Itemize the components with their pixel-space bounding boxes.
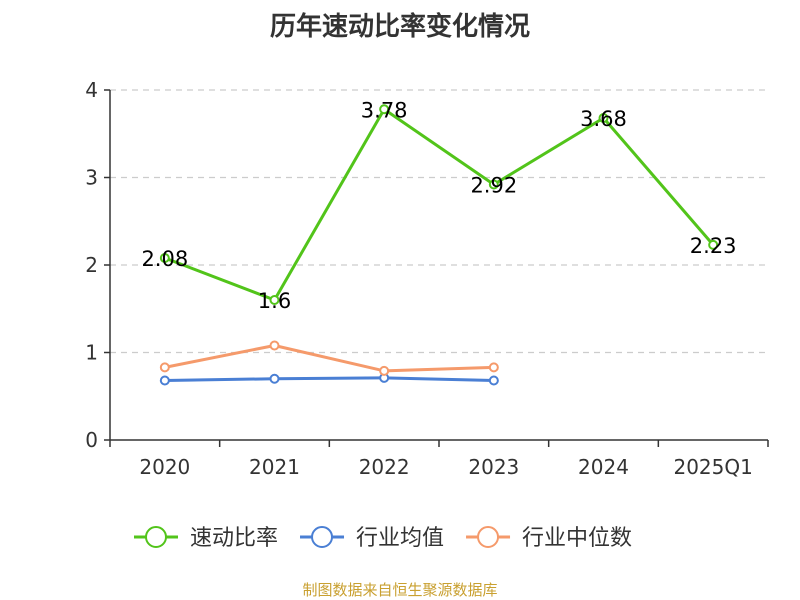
data-label: 2.92 [470, 174, 517, 198]
legend-item[interactable]: 行业均值 [300, 526, 444, 551]
legend-item[interactable]: 行业中位数 [466, 526, 632, 551]
y-tick-label: 3 [85, 166, 98, 190]
y-tick-label: 0 [85, 428, 98, 452]
data-point [159, 375, 170, 386]
data-point [269, 340, 280, 351]
x-tick-label: 2021 [249, 455, 300, 479]
series-line [164, 344, 494, 373]
data-point [488, 179, 499, 190]
data-point [159, 253, 170, 263]
legend-marker [145, 526, 167, 548]
y-tick-label: 1 [85, 341, 98, 365]
legend-marker [477, 526, 500, 548]
x-tick-label: 2025Q1 [673, 455, 752, 479]
x-tick-label: 2020 [139, 455, 190, 479]
data-point [379, 365, 390, 376]
chart-title: 历年速动比率变化情况 [269, 12, 530, 42]
data-label: 2.23 [690, 234, 737, 258]
data-point [159, 362, 170, 373]
axes: 0 1 2 3 4 2020 2021 2022 2023 2024 2025Q1 [85, 78, 769, 479]
legend-label: 速动比率 [190, 526, 278, 551]
data-label: 1.6 [258, 289, 291, 313]
data-point [269, 373, 280, 384]
legend-marker [311, 526, 334, 548]
source-note: 制图数据来自恒生聚源数据库 [302, 581, 498, 599]
data-point [379, 104, 390, 115]
data-point [488, 362, 499, 373]
x-tick-label: 2024 [578, 455, 629, 479]
data-label: 3.78 [361, 98, 408, 122]
x-tick-label: 2023 [468, 455, 519, 479]
data-point [269, 295, 280, 305]
legend-item[interactable]: 速动比率 [134, 526, 278, 551]
data-point [708, 239, 719, 250]
legend: 速动比率 行业均值 行业中位数 [134, 526, 632, 551]
data-labels: 2.08 1.6 3.78 2.92 3.68 2.23 [141, 98, 736, 313]
gridlines [110, 89, 768, 354]
data-point [488, 375, 499, 386]
data-label: 3.68 [580, 107, 627, 131]
series-lines [159, 104, 719, 386]
legend-label: 行业中位数 [522, 526, 632, 551]
y-tick-label: 4 [85, 78, 98, 102]
data-point [598, 113, 609, 123]
series-line [164, 376, 494, 382]
data-label: 2.08 [141, 247, 188, 271]
y-tick-label: 2 [85, 253, 98, 277]
x-tick-label: 2022 [359, 455, 410, 479]
legend-label: 行业均值 [356, 526, 444, 551]
series-line [164, 107, 715, 302]
